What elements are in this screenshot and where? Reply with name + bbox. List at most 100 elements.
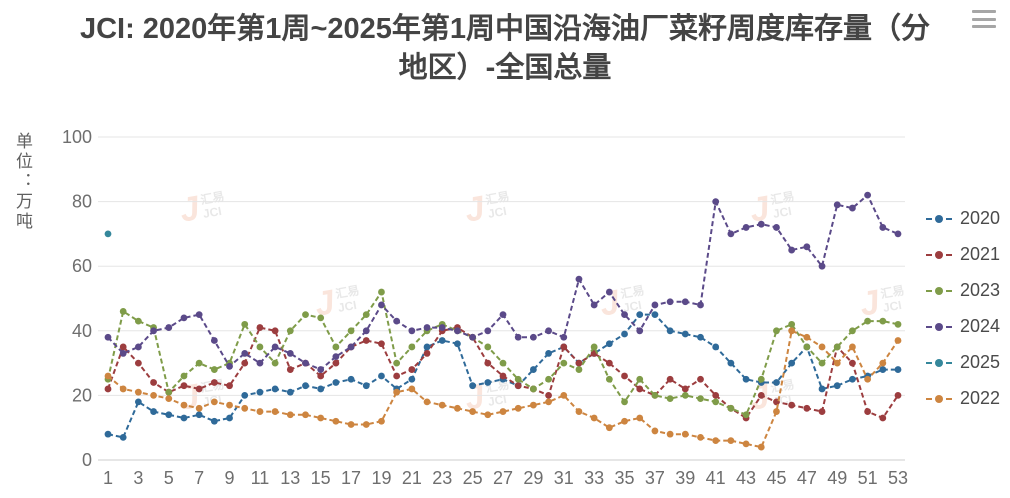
- x-tick-label: 1: [103, 468, 113, 488]
- series-2024: [104, 191, 902, 373]
- data-point: [241, 350, 249, 357]
- data-point: [712, 437, 720, 445]
- data-point: [651, 427, 659, 435]
- y-tick-label: 80: [72, 192, 92, 212]
- data-point: [378, 340, 385, 348]
- data-point: [210, 379, 218, 386]
- legend-item-2020[interactable]: 2020: [925, 208, 1000, 229]
- legend-marker: [925, 250, 952, 259]
- series-2025: [104, 230, 112, 238]
- y-tick-label: 20: [72, 385, 92, 405]
- data-point: [180, 372, 188, 380]
- data-point: [529, 366, 537, 373]
- data-point: [575, 359, 583, 367]
- data-point: [666, 375, 674, 383]
- data-point: [545, 392, 552, 399]
- data-point: [773, 379, 780, 386]
- x-tick-label: 35: [615, 468, 635, 488]
- data-point: [104, 385, 112, 393]
- data-point: [788, 359, 796, 367]
- x-tick-label: 23: [432, 468, 452, 488]
- data-point: [818, 385, 826, 393]
- data-point: [636, 311, 644, 319]
- data-point: [195, 311, 203, 319]
- data-point: [484, 411, 492, 419]
- x-tick-label: 43: [736, 468, 756, 488]
- data-point: [833, 382, 841, 390]
- data-point: [666, 395, 674, 403]
- data-point: [894, 337, 902, 344]
- data-point: [849, 204, 856, 212]
- data-point: [788, 320, 796, 328]
- legend-label: 2020: [959, 208, 1000, 228]
- x-tick-label: 15: [311, 468, 331, 488]
- legend-marker: [925, 214, 952, 223]
- data-point: [879, 224, 887, 231]
- legend-item-2021[interactable]: 2021: [925, 244, 1000, 265]
- x-tick-label: 21: [402, 468, 422, 488]
- data-point: [742, 224, 750, 231]
- data-point: [378, 372, 385, 380]
- data-point: [605, 424, 613, 432]
- data-point: [818, 408, 826, 415]
- data-point: [226, 362, 233, 370]
- x-tick-label: 53: [888, 468, 908, 488]
- chart-title: JCI: 2020年第1周~2025年第1周中国沿海油厂菜籽周度库存量（分地区）…: [79, 13, 931, 85]
- data-point: [286, 327, 294, 335]
- data-point: [803, 343, 811, 351]
- x-tick-label: 29: [523, 468, 543, 488]
- data-point: [742, 440, 750, 448]
- legend-item-2023[interactable]: 2023: [925, 280, 1000, 301]
- data-point: [712, 343, 720, 351]
- data-point: [347, 343, 355, 351]
- data-point: [697, 301, 704, 309]
- data-point: [803, 404, 811, 412]
- data-point: [286, 350, 294, 357]
- data-point: [727, 230, 735, 238]
- data-point: [560, 392, 568, 399]
- data-point: [134, 398, 142, 406]
- data-point: [150, 379, 157, 386]
- data-point: [362, 421, 370, 428]
- data-point: [423, 398, 431, 406]
- x-tick-label: 49: [827, 468, 847, 488]
- data-point: [241, 404, 249, 412]
- data-point: [712, 198, 720, 206]
- data-point: [621, 311, 628, 319]
- data-point: [195, 359, 203, 367]
- data-point: [894, 320, 902, 328]
- legend-item-2024[interactable]: 2024: [925, 316, 1000, 337]
- data-point: [879, 359, 887, 367]
- data-point: [180, 401, 188, 409]
- data-point: [590, 301, 598, 309]
- data-point: [636, 385, 644, 393]
- data-point: [119, 343, 127, 351]
- data-point: [605, 375, 613, 383]
- data-point: [286, 388, 294, 396]
- data-point: [697, 375, 704, 383]
- data-point: [378, 288, 385, 296]
- x-tick-label: 25: [463, 468, 483, 488]
- data-point: [210, 417, 218, 425]
- data-point: [788, 246, 796, 254]
- data-point: [499, 408, 507, 415]
- menu-bar: [972, 10, 996, 13]
- x-tick-label: 5: [164, 468, 174, 488]
- data-point: [134, 359, 142, 367]
- data-point: [302, 359, 309, 367]
- data-point: [697, 395, 704, 403]
- data-point: [119, 385, 127, 393]
- data-point: [879, 317, 887, 325]
- data-point: [134, 388, 142, 396]
- x-tick-label: 17: [341, 468, 361, 488]
- data-point: [362, 327, 370, 335]
- series-line: [107, 193, 899, 371]
- data-point: [317, 372, 325, 380]
- menu-bar: [972, 17, 996, 21]
- legend-label: 2025: [959, 352, 1000, 372]
- legend-item-2022[interactable]: 2022: [925, 388, 1000, 409]
- legend-item-2025[interactable]: 2025: [925, 352, 1000, 373]
- x-tick-label: 19: [371, 468, 391, 488]
- hamburger-menu-icon[interactable]: [972, 10, 996, 28]
